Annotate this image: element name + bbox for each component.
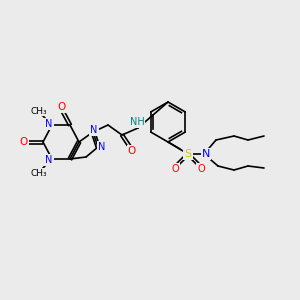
Text: CH₃: CH₃ xyxy=(31,169,47,178)
Text: N: N xyxy=(98,142,106,152)
Text: N: N xyxy=(202,149,210,159)
Text: O: O xyxy=(128,146,136,156)
Text: O: O xyxy=(20,137,28,147)
Text: NH: NH xyxy=(130,117,144,127)
Text: CH₃: CH₃ xyxy=(31,106,47,116)
Text: N: N xyxy=(45,155,53,165)
Text: N: N xyxy=(90,125,98,135)
Text: O: O xyxy=(57,102,65,112)
Text: O: O xyxy=(197,164,205,174)
Text: S: S xyxy=(184,149,192,159)
Text: N: N xyxy=(45,119,53,129)
Text: O: O xyxy=(171,164,179,174)
